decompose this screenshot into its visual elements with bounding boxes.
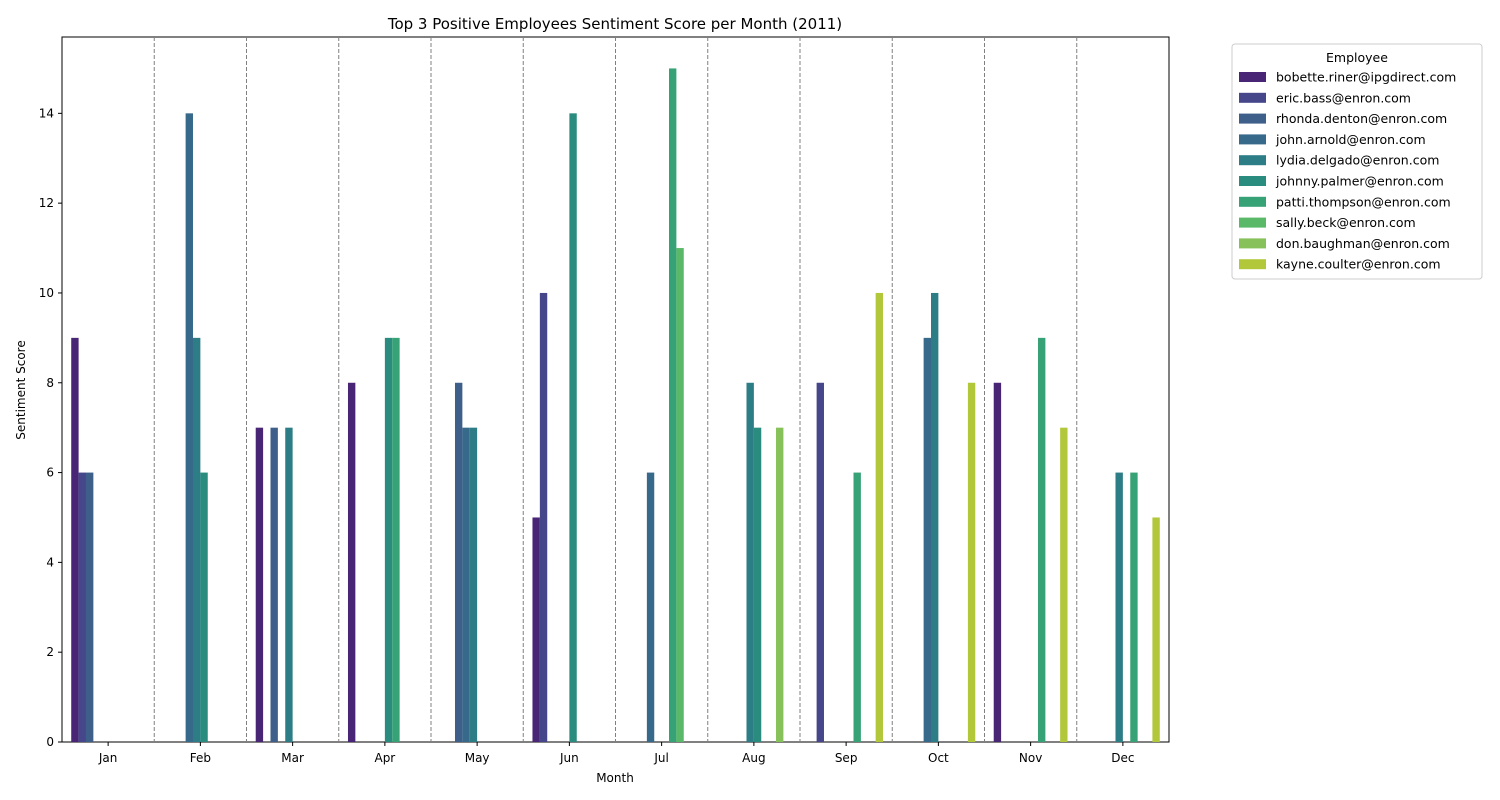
legend-swatch [1239, 196, 1266, 207]
bar [1152, 517, 1160, 742]
bar [270, 427, 278, 742]
plot-area: 0 2 4 6 8 10 12 14 Jan Feb Mar Apr May Jun Jul Aug Sep Oc… [39, 36, 1170, 765]
bar [185, 113, 193, 742]
bar [255, 427, 264, 742]
legend-entry: kayne.coulter@enron.com [1276, 257, 1441, 272]
legend-swatch [1239, 238, 1266, 249]
bar [200, 472, 208, 742]
bar [1130, 472, 1138, 742]
bar [347, 382, 356, 742]
y-tick-label: 12 [39, 196, 54, 210]
bar [71, 337, 79, 742]
bar [569, 113, 577, 742]
x-tick-label: Jun [559, 751, 579, 765]
legend: Employee bobette.riner@ipgdirect.com eric… [1231, 43, 1483, 280]
bar [469, 427, 478, 742]
bar [1038, 337, 1046, 742]
legend-swatch [1239, 92, 1266, 103]
legend-entry: john.arnold@enron.com [1275, 132, 1426, 147]
y-tick-label: 8 [46, 376, 54, 390]
bar [930, 292, 939, 742]
legend-swatch [1239, 217, 1266, 228]
legend-entry: rhonda.denton@enron.com [1276, 111, 1447, 126]
x-tick-label: Aug [742, 751, 765, 765]
x-tick-label: Oct [928, 751, 949, 765]
legend-frame [1231, 43, 1483, 280]
y-axis-label: Sentiment Score [14, 340, 28, 439]
legend-entry: eric.bass@enron.com [1276, 90, 1411, 105]
bar [285, 427, 293, 742]
legend-entry: bobette.riner@ipgdirect.com [1276, 70, 1456, 85]
legend-swatch [1239, 72, 1266, 82]
legend-swatch [1239, 155, 1266, 166]
x-tick-label: Jan [98, 751, 118, 765]
legend-swatch [1239, 259, 1266, 270]
bar [776, 427, 784, 742]
y-tick-label: 2 [46, 645, 54, 659]
bar [676, 248, 684, 742]
legend-swatch [1239, 113, 1266, 124]
bar [746, 382, 754, 742]
y-tick-label: 0 [46, 735, 54, 749]
legend-items: bobette.riner@ipgdirect.com eric.bass@enr… [1239, 70, 1456, 272]
chart-title: Top 3 Positive Employees Sentiment Score… [387, 15, 842, 33]
y-tick-label: 4 [46, 555, 54, 569]
legend-entry: don.baughman@enron.com [1276, 236, 1450, 251]
bar [967, 382, 976, 742]
bar [875, 292, 884, 742]
bar [816, 382, 824, 742]
bar [454, 382, 463, 742]
x-tick-label: Feb [190, 751, 211, 765]
bar [1060, 427, 1068, 742]
bar [923, 337, 931, 742]
x-tick-label: Nov [1019, 751, 1042, 765]
bar [753, 427, 762, 742]
bar [462, 427, 470, 742]
x-tick-label: Dec [1111, 751, 1134, 765]
bar [85, 472, 94, 742]
legend-swatch [1239, 176, 1266, 186]
bar [384, 337, 393, 742]
x-tick-label: Apr [374, 751, 395, 765]
legend-entry: lydia.delgado@enron.com [1276, 153, 1439, 168]
x-tick-label: Sep [835, 751, 858, 765]
x-tick-label: Mar [281, 751, 304, 765]
bar [993, 382, 1002, 742]
bar [669, 68, 677, 743]
bar [646, 472, 655, 742]
bar [1115, 472, 1123, 742]
bar [539, 292, 548, 742]
bar [853, 472, 861, 742]
x-tick-label: Jul [653, 751, 668, 765]
x-axis-label: Month [596, 771, 634, 785]
legend-swatch [1239, 134, 1266, 145]
legend-entry: patti.thompson@enron.com [1276, 194, 1451, 209]
legend-entry: sally.beck@enron.com [1276, 215, 1416, 230]
bar [392, 337, 400, 742]
legend-title: Employee [1326, 50, 1388, 65]
bar [532, 517, 540, 742]
y-tick-label: 10 [39, 286, 54, 300]
x-tick-label: May [465, 751, 490, 765]
legend-entry: johnny.palmer@enron.com [1275, 174, 1444, 189]
y-tick-label: 14 [39, 106, 54, 120]
bar [78, 472, 86, 742]
y-tick-label: 6 [46, 466, 54, 480]
bar [192, 337, 201, 742]
